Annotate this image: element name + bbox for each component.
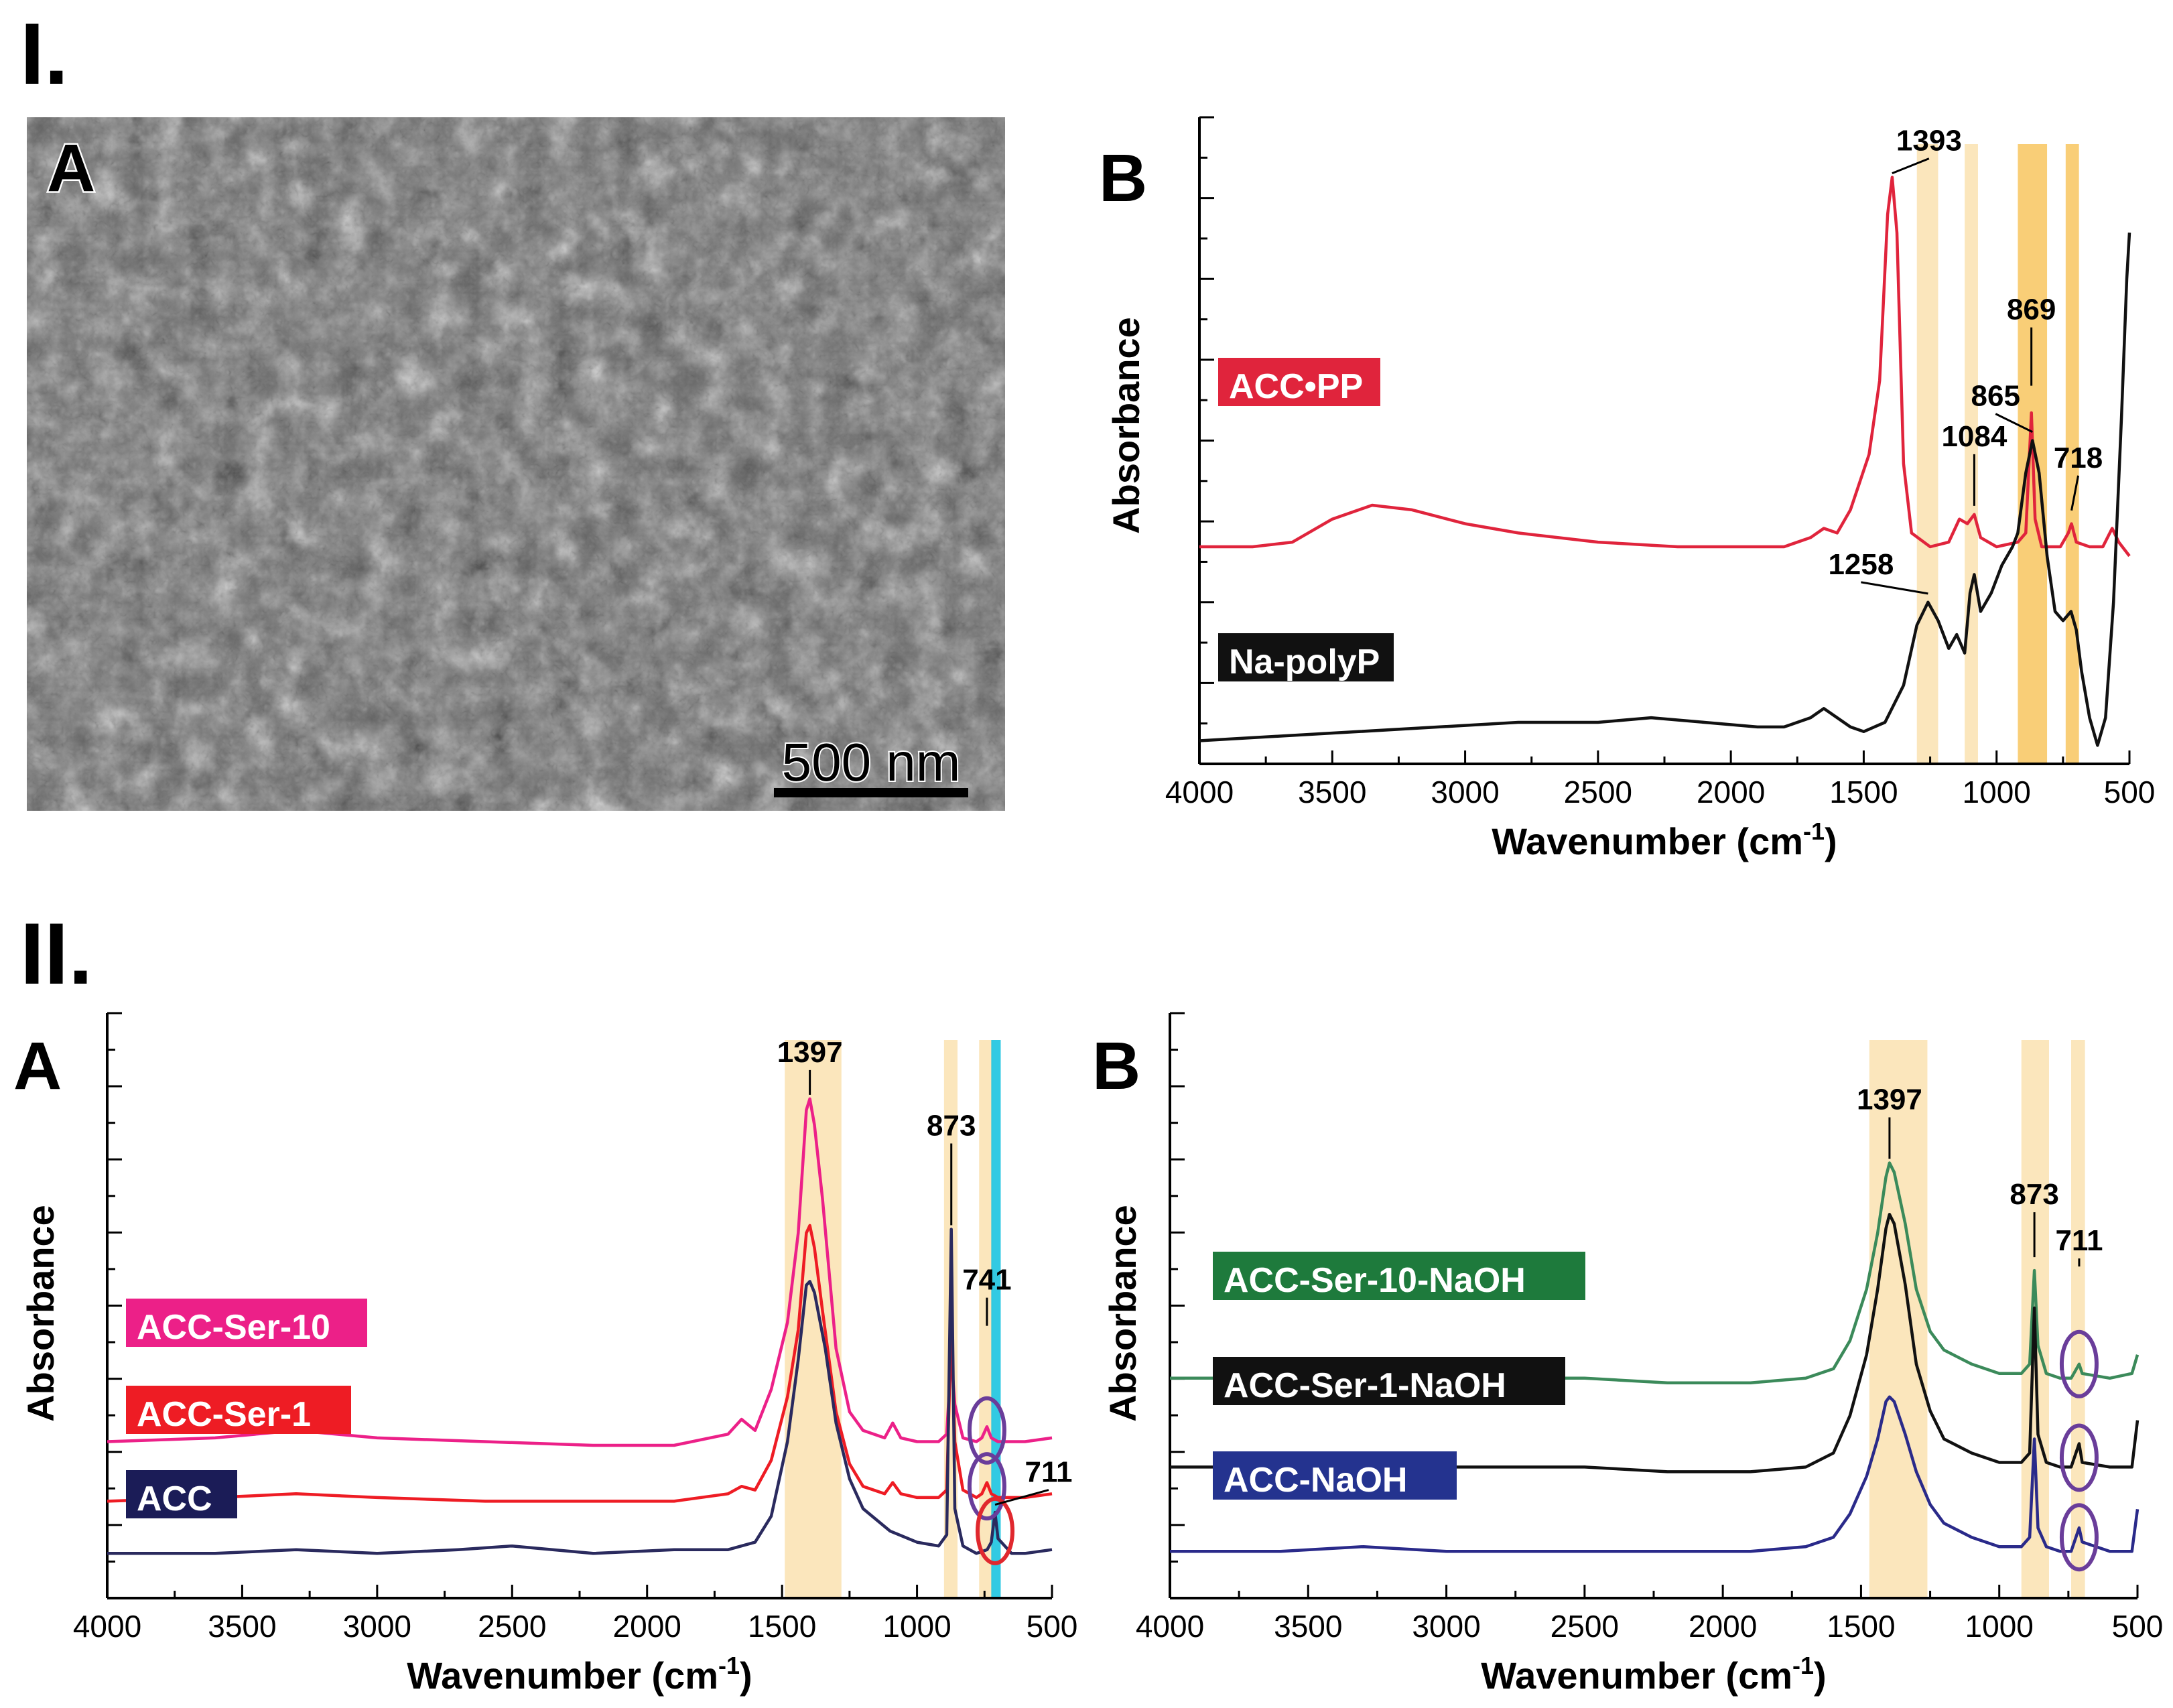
x-tick-label: 4000 bbox=[73, 1609, 141, 1644]
series-label: ACC-NaOH bbox=[1224, 1461, 1407, 1500]
x-tick-label: 3000 bbox=[343, 1609, 411, 1644]
series-label-box bbox=[126, 1299, 367, 1347]
x-tick-label: 4000 bbox=[1165, 775, 1234, 809]
x-tick-label: 500 bbox=[1027, 1609, 1078, 1644]
x-tick-label: 1500 bbox=[1827, 1609, 1895, 1644]
series-line-acc-ser-10 bbox=[107, 1097, 1053, 1447]
highlight-band bbox=[2070, 1040, 2085, 1598]
annotation-label: 1258 bbox=[1828, 548, 1894, 581]
highlight-circle bbox=[2059, 1423, 2099, 1492]
highlight-band bbox=[2065, 144, 2079, 764]
section-label-I: I. bbox=[20, 5, 68, 103]
x-tick-label: 3000 bbox=[1431, 775, 1499, 809]
annotation-leader bbox=[2070, 475, 2080, 511]
series-label-box bbox=[1213, 1357, 1565, 1405]
highlight-band bbox=[1916, 144, 1938, 764]
series-line-acc-ser-1-naoh bbox=[1170, 1213, 2139, 1473]
series-label: ACC-Ser-1 bbox=[137, 1395, 311, 1434]
x-tick-label: 3500 bbox=[208, 1609, 276, 1644]
highlight-circle bbox=[975, 1496, 1014, 1565]
series-label: ACC•PP bbox=[1229, 367, 1363, 406]
annotation-label: 711 bbox=[1025, 1456, 1073, 1489]
chart-panel-II-B: 4000 3500 3000 2500 2000 1500 1000 500 Wavenumbe… bbox=[1092, 1012, 2164, 1697]
x-tick-label: 1000 bbox=[1965, 1609, 2034, 1644]
panel-label: B bbox=[1099, 141, 1147, 216]
series-label-box bbox=[126, 1386, 351, 1434]
annotation-label: 711 bbox=[2055, 1224, 2103, 1257]
highlight-band bbox=[979, 1040, 993, 1598]
chart-panel-I-B: 4000 3500 3000 2500 2000 1500 1000 500 Wavenumbe… bbox=[1099, 116, 2156, 862]
series-label-box bbox=[1213, 1252, 1585, 1300]
panel-label: B bbox=[1092, 1029, 1140, 1104]
x-tick-label: 1000 bbox=[1963, 775, 2031, 809]
x-tick-label: 4000 bbox=[1136, 1609, 1204, 1644]
series-line-acc bbox=[107, 1228, 1053, 1555]
highlight-circle bbox=[967, 1396, 1006, 1465]
x-tick-label: 1500 bbox=[1829, 775, 1898, 809]
x-tick-label: 3500 bbox=[1274, 1609, 1342, 1644]
series-line-acc-naoh bbox=[1170, 1395, 2139, 1553]
sem-scale-bar-label: 500 nm bbox=[782, 732, 961, 792]
x-axis-title: Wavenumber (cm-1) bbox=[1492, 817, 1837, 862]
annotation-label: 873 bbox=[2010, 1178, 2058, 1211]
highlight-circle bbox=[2059, 1503, 2099, 1572]
annotation-leader bbox=[1995, 413, 2033, 433]
x-tick-label: 2000 bbox=[613, 1609, 681, 1644]
highlight-circle bbox=[967, 1452, 1006, 1521]
x-tick-label: 2500 bbox=[478, 1609, 546, 1644]
annotation-label: 865 bbox=[1971, 380, 2020, 413]
annotation-label: 873 bbox=[927, 1110, 976, 1142]
series-label-box bbox=[1213, 1451, 1457, 1500]
annotation-label: 869 bbox=[2007, 293, 2056, 326]
x-tick-label: 500 bbox=[2112, 1609, 2164, 1644]
series-label: Na-polyP bbox=[1229, 643, 1380, 681]
y-axis-title: Absorbance bbox=[1105, 317, 1147, 534]
sem-scale-bar bbox=[774, 788, 968, 797]
series-label: ACC bbox=[137, 1480, 212, 1518]
x-tick-label: 500 bbox=[2104, 775, 2156, 809]
section-label-II: II. bbox=[20, 905, 92, 1002]
chart-panel-II-A: 4000 3500 3000 2500 2000 1500 1000 500 Wavenumbe… bbox=[13, 1012, 1078, 1697]
annotation-label: 1084 bbox=[1941, 420, 2007, 453]
annotation-label: 1393 bbox=[1896, 125, 1962, 157]
x-tick-label: 2000 bbox=[1689, 1609, 1757, 1644]
annotation-label: 741 bbox=[962, 1264, 1011, 1297]
annotation-leader bbox=[1892, 157, 1930, 174]
series-label: ACC-Ser-10-NaOH bbox=[1224, 1261, 1526, 1300]
series-label-box bbox=[1218, 358, 1380, 406]
x-tick-label: 2000 bbox=[1697, 775, 1765, 809]
series-line-acc-ser-1 bbox=[107, 1224, 1053, 1503]
highlight-circle bbox=[2059, 1329, 2099, 1398]
y-axis-title: Absorbance bbox=[1102, 1205, 1144, 1422]
series-line-acc-ser-10-naoh bbox=[1170, 1161, 2139, 1384]
x-tick-label: 1000 bbox=[882, 1609, 951, 1644]
annotation-leader bbox=[1861, 581, 1928, 595]
annotation-label: 718 bbox=[2054, 442, 2103, 474]
highlight-band bbox=[1869, 1040, 1928, 1598]
series-label-box bbox=[1218, 633, 1394, 681]
series-label-box bbox=[126, 1470, 237, 1518]
series-label: ACC-Ser-10 bbox=[137, 1308, 330, 1347]
x-axis-title: Wavenumber (cm-1) bbox=[1481, 1652, 1826, 1697]
x-tick-label: 3500 bbox=[1298, 775, 1366, 809]
highlight-band bbox=[1965, 144, 1978, 764]
x-tick-label: 2500 bbox=[1564, 775, 1632, 809]
series-line-acc-pp bbox=[1199, 176, 2131, 557]
x-tick-label: 2500 bbox=[1551, 1609, 1619, 1644]
annotation-leader bbox=[994, 1489, 1049, 1506]
series-label: ACC-Ser-1-NaOH bbox=[1224, 1366, 1506, 1405]
x-tick-label: 3000 bbox=[1412, 1609, 1480, 1644]
sem-panel-label: A bbox=[47, 131, 95, 206]
y-axis-title: Absorbance bbox=[19, 1205, 62, 1422]
panel-label: A bbox=[13, 1029, 62, 1104]
annotation-label: 1397 bbox=[1857, 1083, 1922, 1116]
series-line-na-polyp bbox=[1199, 233, 2131, 747]
sem-micrograph: A 500 nm bbox=[27, 117, 1005, 811]
x-axis-title: Wavenumber (cm-1) bbox=[407, 1652, 752, 1697]
annotation-label: 1397 bbox=[777, 1036, 843, 1069]
x-tick-label: 1500 bbox=[748, 1609, 816, 1644]
